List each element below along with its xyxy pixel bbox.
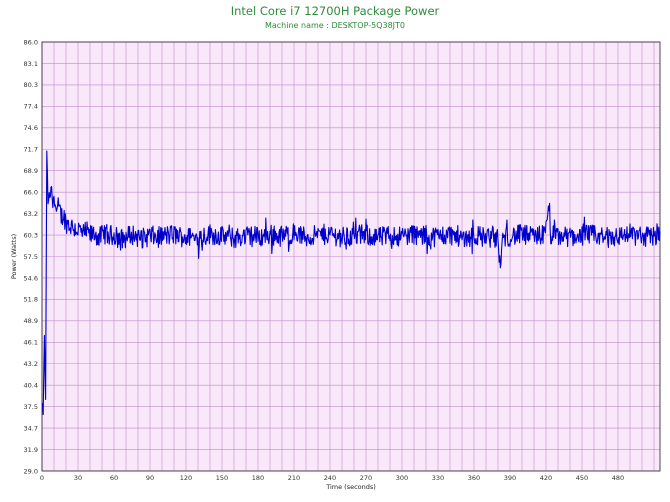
y-tick-label: 74.6 xyxy=(24,124,38,132)
x-tick-label: 120 xyxy=(180,474,192,482)
y-tick-label: 31.9 xyxy=(24,446,38,454)
y-tick-label: 77.4 xyxy=(24,103,38,111)
x-tick-label: 240 xyxy=(324,474,336,482)
x-tick-label: 60 xyxy=(110,474,118,482)
y-tick-label: 80.3 xyxy=(24,81,38,89)
x-tick-label: 390 xyxy=(504,474,516,482)
x-tick-label: 180 xyxy=(252,474,264,482)
y-tick-label: 43.2 xyxy=(24,360,38,368)
y-tick-label: 86.0 xyxy=(24,38,38,46)
y-tick-label: 54.6 xyxy=(24,274,38,282)
x-tick-label: 450 xyxy=(576,474,588,482)
chart-title: Intel Core i7 12700H Package Power xyxy=(230,4,440,18)
y-tick-label: 60.3 xyxy=(24,231,38,239)
y-tick-label: 63.2 xyxy=(24,210,38,218)
plot-border xyxy=(41,41,661,472)
y-tick-label: 83.1 xyxy=(24,60,38,68)
x-tick-label: 420 xyxy=(540,474,552,482)
y-tick-label: 48.9 xyxy=(24,317,38,325)
y-tick-label: 51.8 xyxy=(24,296,38,304)
y-tick-label: 57.5 xyxy=(24,253,38,261)
y-tick-label: 40.4 xyxy=(24,382,38,390)
y-tick-label: 34.7 xyxy=(24,424,38,432)
x-tick-label: 300 xyxy=(396,474,408,482)
x-tick-label: 480 xyxy=(612,474,624,482)
power-series-line xyxy=(41,150,661,416)
y-tick-label: 68.9 xyxy=(24,167,38,175)
y-tick-label: 46.1 xyxy=(24,339,38,347)
y-tick-label: 66.0 xyxy=(24,188,38,196)
x-tick-label: 330 xyxy=(432,474,444,482)
x-tick-label: 30 xyxy=(74,474,82,482)
y-tick-label: 37.5 xyxy=(24,403,38,411)
chart-subtitle: Machine name : DESKTOP-5Q38JT0 xyxy=(264,21,406,30)
x-tick-label: 0 xyxy=(40,474,44,482)
y-tick-label: 71.7 xyxy=(24,146,38,154)
x-tick-label: 210 xyxy=(288,474,300,482)
x-tick-label: 90 xyxy=(146,474,154,482)
x-axis-label: Time (seconds) xyxy=(325,483,376,491)
x-tick-label: 270 xyxy=(360,474,372,482)
x-tick-label: 360 xyxy=(468,474,480,482)
y-axis-label: Power (Watts) xyxy=(10,234,18,279)
x-tick-label: 150 xyxy=(216,474,228,482)
y-tick-label: 29.0 xyxy=(24,467,38,475)
